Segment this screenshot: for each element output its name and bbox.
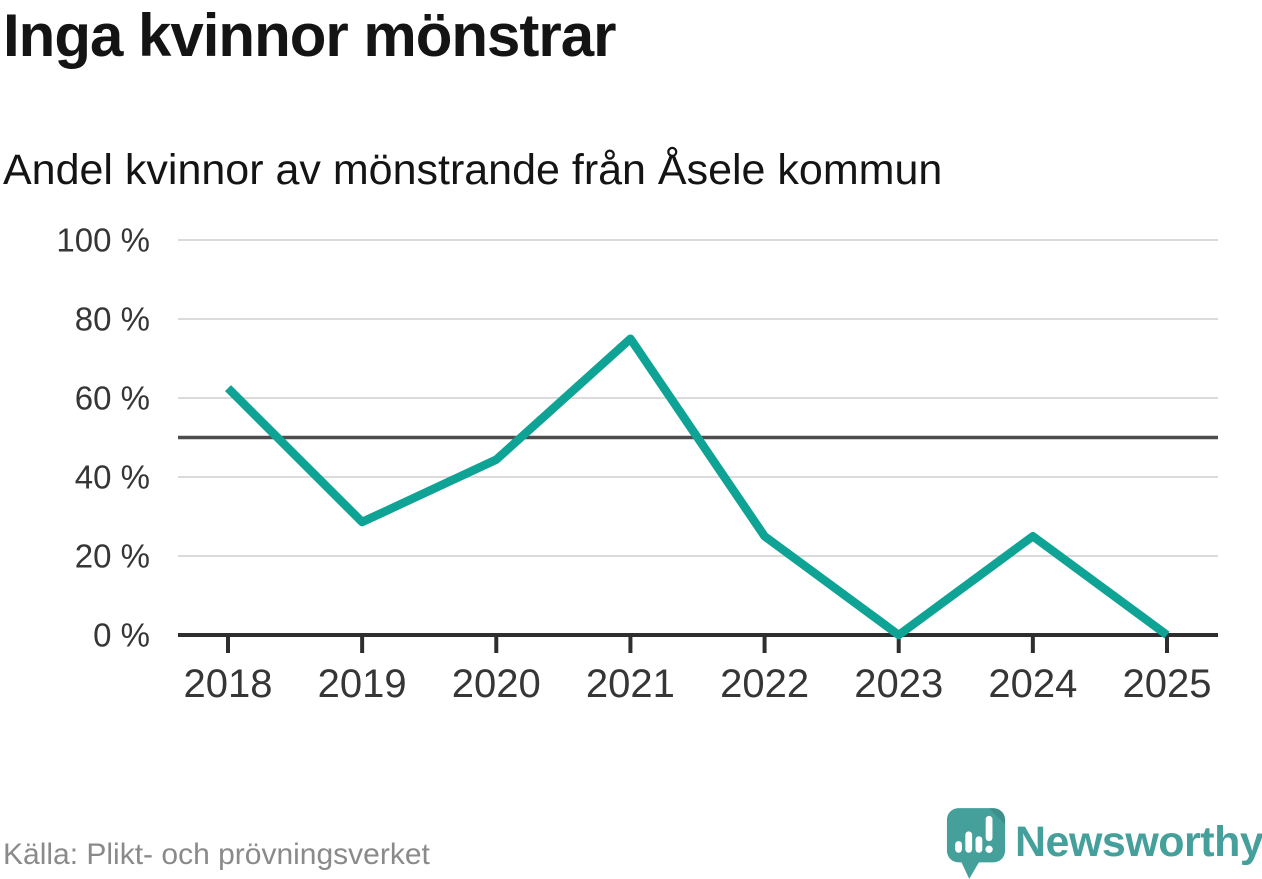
newsworthy-logo-icon — [946, 808, 1006, 879]
x-axis-tick-label: 2025 — [1123, 662, 1212, 706]
x-axis-tick-label: 2020 — [452, 662, 541, 706]
x-axis-tick-label: 2022 — [720, 662, 809, 706]
source-note: Källa: Plikt- och prövningsverket — [3, 838, 430, 871]
brand-name: Newsworthy — [1015, 818, 1262, 866]
y-axis-tick-label: 60 % — [75, 380, 150, 417]
y-axis-tick-label: 40 % — [75, 459, 150, 496]
logo-bar-medium — [975, 836, 983, 853]
logo-bar-short — [955, 841, 962, 853]
y-axis-tick-label: 20 % — [75, 538, 150, 575]
x-axis-tick-label: 2021 — [586, 662, 675, 706]
y-axis-tick-label: 80 % — [75, 301, 150, 338]
x-axis-tick-label: 2019 — [318, 662, 407, 706]
chart-title: Inga kvinnor mönstrar — [3, 2, 616, 69]
data-line — [224, 334, 1170, 640]
y-axis-tick-label: 100 % — [56, 222, 150, 259]
logo-exclamation-stem — [985, 815, 993, 842]
x-axis-tick-label: 2024 — [988, 662, 1077, 706]
x-axis-tick-label: 2018 — [184, 662, 273, 706]
chart-subtitle: Andel kvinnor av mönstrande från Åsele k… — [3, 146, 943, 194]
x-axis-tick-label: 2023 — [854, 662, 943, 706]
logo-bar-tall — [965, 831, 973, 853]
logo-exclamation-dot — [985, 845, 993, 853]
y-axis-tick-label: 0 % — [93, 617, 150, 654]
newsworthy-logo[interactable]: Newsworthy — [945, 806, 1262, 879]
